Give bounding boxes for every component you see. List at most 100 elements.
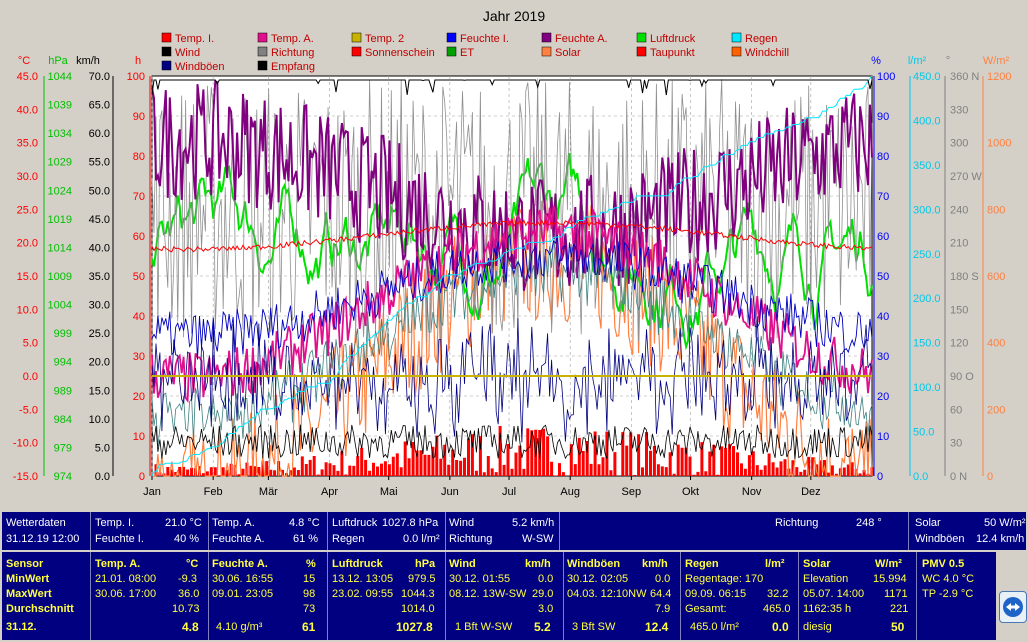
solar-current: 50	[891, 620, 905, 634]
remote-support-icon[interactable]	[999, 591, 1027, 623]
right-axes: 1009080706050403020100450.0400.0350.0300…	[873, 71, 1011, 483]
tick-sun_hours: 70	[133, 191, 145, 203]
tick-sun_hours: 10	[133, 431, 145, 443]
row-current-date: 31.12.	[6, 621, 37, 633]
month-label: Aug	[560, 486, 580, 498]
tick-rain: 100.0	[913, 382, 941, 394]
regen-total: 465.0	[763, 603, 791, 615]
temp-max-date: 30.06. 17:00	[95, 588, 157, 600]
chart-title: Jahr 2019	[483, 8, 545, 24]
legend-label: Richtung	[271, 47, 314, 59]
feuchte-unit: %	[306, 558, 316, 570]
chart-legend: Temp. I. Temp. A. Temp. 2 Feuchte I. Feuchte…	[161, 32, 789, 73]
solar-unit: W/m²	[875, 558, 902, 570]
tick-direction: 150	[950, 304, 968, 316]
legend-swatch	[731, 46, 742, 57]
temp-i-value: 21.0 °C	[165, 517, 202, 529]
wind-current: 5.2	[534, 620, 551, 634]
axis-unit-wind: km/h	[76, 55, 100, 67]
legend-label: Luftdruck	[650, 33, 696, 45]
tick-pressure: 1019	[48, 214, 72, 226]
axis-unit-rain: l/m²	[908, 55, 927, 67]
wind-label: Wind	[449, 517, 475, 529]
tick-sun_hours: 20	[133, 391, 145, 403]
tick-wind: 20.0	[89, 357, 110, 369]
legend-swatch	[257, 60, 268, 71]
feuchte-min: 15	[303, 573, 316, 585]
tick-temp: 0.0	[23, 371, 38, 383]
month-label: Nov	[742, 486, 762, 498]
luftdruck-header: Luftdruck	[332, 558, 383, 570]
windboeen-min-date: 30.12. 02:05	[567, 573, 629, 585]
tick-rain: 50.0	[913, 427, 934, 439]
legend-swatch	[636, 32, 647, 43]
windboeen-unit: km/h	[642, 558, 668, 570]
tick-wind: 10.0	[89, 414, 110, 426]
tick-sun_hours: 30	[133, 351, 145, 363]
axis-unit-solar: W/m²	[983, 55, 1010, 67]
tick-pressure: 994	[54, 357, 72, 369]
regen-header: Regen	[685, 558, 719, 570]
legend-swatch	[541, 46, 552, 57]
tick-temp: 5.0	[23, 338, 38, 350]
legend-label: Sonnenschein	[365, 47, 435, 59]
tick-humidity: 10	[877, 431, 889, 443]
feuchte-max: 98	[303, 588, 316, 600]
feuchte-a-value: 61 %	[293, 533, 319, 545]
feuchte-header: Feuchte A.	[212, 558, 268, 570]
month-label: Dez	[801, 486, 821, 498]
windboeen-extra: 3 Bft SW	[572, 621, 616, 633]
solar-max: 1171	[884, 588, 908, 600]
tick-sun_hours: 60	[133, 231, 145, 243]
tick-rain: 150.0	[913, 338, 941, 350]
tick-wind: 25.0	[89, 328, 110, 340]
feuchte-a-label: Feuchte A.	[212, 533, 265, 545]
tick-temp: 10.0	[17, 304, 38, 316]
axis-units: °C hPa km/h h% l/m² ° W/m²	[18, 55, 1010, 67]
month-labels: Jan Feb Mär Apr Mai Jun Jul Aug Sep Okt Nov Dez	[143, 476, 821, 498]
tick-temp: -5.0	[19, 404, 38, 416]
regen-extra: 465.0 l/m²	[690, 621, 739, 633]
regen-label: Regen	[332, 533, 365, 545]
tick-humidity: 80	[877, 151, 889, 163]
tick-temp: 40.0	[17, 104, 38, 116]
tick-solar: 1000	[987, 138, 1011, 150]
tick-sun_hours: 100	[127, 71, 145, 83]
tick-solar: 600	[987, 271, 1005, 283]
wind-header: Wind	[449, 558, 476, 570]
tick-wind: 65.0	[89, 100, 110, 112]
tick-humidity: 100	[877, 71, 895, 83]
tick-humidity: 20	[877, 391, 889, 403]
tick-direction: 120	[950, 338, 968, 350]
axis-unit-pressure: hPa	[48, 55, 68, 67]
tick-direction: 240	[950, 204, 968, 216]
series-temp-i	[151, 219, 873, 253]
legend-label: Temp. I.	[175, 33, 214, 45]
wind-min-date: 30.12. 01:55	[449, 573, 511, 585]
month-label: Mär	[259, 486, 278, 498]
tick-sun_hours: 90	[133, 111, 145, 123]
tick-wind: 55.0	[89, 157, 110, 169]
axis-unit-sun_hours: h	[135, 55, 141, 67]
feuchte-i-label: Feuchte I.	[95, 533, 144, 545]
solar-elevation-label: Elevation	[803, 573, 849, 585]
tick-humidity: 60	[877, 231, 889, 243]
regen-current: 0.0	[772, 620, 789, 634]
tick-pressure: 1039	[48, 100, 72, 112]
tick-pressure: 984	[54, 414, 72, 426]
tick-wind: 30.0	[89, 300, 110, 312]
temp-current: 4.8	[182, 620, 199, 634]
temp-a-label: Temp. A.	[212, 517, 255, 529]
tick-direction: 0 N	[950, 471, 967, 483]
tick-wind: 0.0	[95, 471, 110, 483]
tick-temp: 15.0	[17, 271, 38, 283]
tick-pressure: 979	[54, 442, 72, 454]
tick-wind: 5.0	[95, 442, 110, 454]
regen-value: 0.0 l/m²	[403, 533, 440, 545]
month-label: Jun	[441, 486, 459, 498]
tick-wind: 15.0	[89, 385, 110, 397]
regen-unit: l/m²	[765, 558, 785, 570]
series-empfang	[151, 78, 873, 96]
pmv-taupunkt: TP -2.9 °C	[922, 588, 974, 600]
legend-label: Windchill	[745, 47, 789, 59]
